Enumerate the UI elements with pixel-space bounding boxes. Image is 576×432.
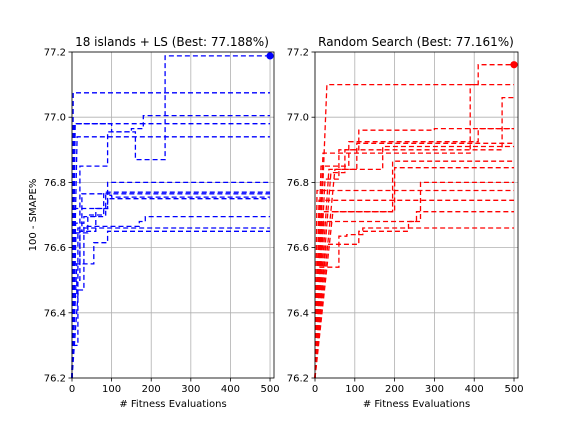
series-line-11 (71, 230, 270, 379)
x-axis-label: # Fitness Evaluations (363, 399, 470, 410)
tick-labels: 0 100 200 300 400 500 76.2 76.4 76.6 76.8 77.0 77.2 (287, 48, 524, 396)
series-layer (71, 55, 270, 379)
series-line-11 (314, 211, 514, 379)
y-tick-label: 76.4 (44, 308, 66, 319)
y-axis-label: 100 - SMAPE% (28, 179, 39, 252)
y-tick-label: 77.0 (287, 113, 309, 124)
x-tick-label: 400 (465, 384, 484, 395)
series-line-0 (71, 92, 270, 379)
y-tick-label: 76.6 (287, 243, 309, 254)
series-line-8 (71, 194, 270, 379)
series-line-6 (314, 145, 514, 379)
best-marker (510, 61, 518, 69)
x-tick-label: 500 (260, 384, 279, 395)
series-line-4 (314, 127, 514, 379)
y-tick-label: 76.4 (287, 308, 309, 319)
x-tick-label: 500 (504, 384, 523, 395)
x-tick-label: 200 (385, 384, 404, 395)
x-tick-label: 100 (345, 384, 364, 395)
panel-title: Random Search (Best: 77.161%) (318, 35, 514, 49)
x-tick-label: 0 (312, 384, 318, 395)
series-line-8 (314, 167, 514, 379)
series-line-3 (314, 96, 514, 379)
y-tick-label: 76.8 (287, 178, 309, 189)
x-tick-label: 100 (102, 384, 121, 395)
x-tick-label: 200 (142, 384, 161, 395)
tick-labels: 0 100 200 300 400 500 76.2 76.4 76.6 76.8 77.0 77.2 (44, 48, 280, 396)
y-tick-label: 76.2 (44, 374, 66, 385)
series-line-7 (71, 191, 270, 379)
series-line-2 (314, 127, 514, 379)
x-axis-label: # Fitness Evaluations (119, 399, 226, 410)
series-layer (314, 64, 514, 379)
series-line-13 (314, 189, 514, 379)
y-tick-label: 76.8 (44, 178, 66, 189)
marker-layer (510, 61, 518, 69)
series-line-12 (314, 227, 514, 379)
series-line-5 (314, 142, 514, 379)
marker-layer (266, 52, 274, 60)
series-line-2 (71, 123, 270, 379)
y-tick-label: 77.0 (44, 113, 66, 124)
y-tick-label: 77.2 (287, 48, 309, 59)
axes-frame (71, 51, 275, 379)
y-tick-label: 76.6 (44, 243, 66, 254)
x-tick-label: 300 (425, 384, 444, 395)
x-tick-label: 0 (69, 384, 75, 395)
best-marker (266, 52, 274, 60)
y-tick-label: 77.2 (44, 48, 66, 59)
panel-random-search: Random Search (Best: 77.161%) 0 100 200 300… (287, 35, 524, 410)
series-line-9 (314, 181, 514, 379)
y-tick-label: 76.2 (287, 374, 309, 385)
x-tick-label: 300 (181, 384, 200, 395)
axes-frame (314, 51, 519, 379)
series-line-12 (71, 227, 270, 379)
x-tick-label: 400 (221, 384, 240, 395)
panel-title: 18 islands + LS (Best: 77.188%) (75, 35, 269, 49)
panel-islands-ls: 18 islands + LS (Best: 77.188%) 0 100 200 3… (28, 35, 280, 410)
series-line-10 (71, 215, 270, 379)
